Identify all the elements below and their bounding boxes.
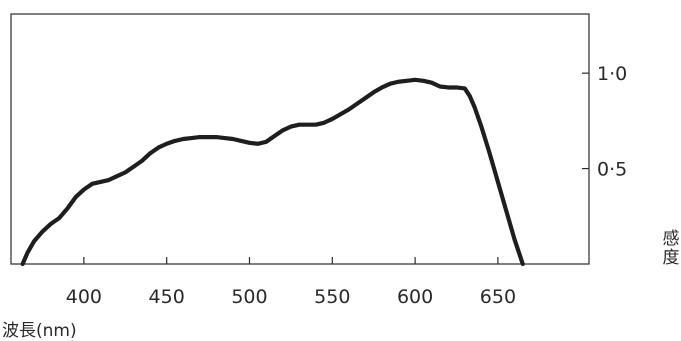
y-axis-label-char: 感 [663, 229, 680, 249]
x-tick-label: 600 [397, 286, 433, 308]
x-tick-label: 650 [480, 286, 516, 308]
x-tick-label: 500 [231, 286, 267, 308]
y-axis-ticks: 0·5 1·0 [582, 63, 627, 181]
x-tick-label: 450 [149, 286, 185, 308]
y-tick-label: 0·5 [597, 159, 627, 181]
sensitivity-curve [20, 77, 525, 267]
y-tick-label: 1·0 [597, 63, 627, 85]
y-axis-label-char: 度 [663, 248, 680, 268]
plot-area-border [10, 13, 590, 265]
x-tick-label: 550 [314, 286, 350, 308]
x-axis-label: 波長(nm) [2, 321, 77, 341]
x-tick-label: 400 [66, 286, 102, 308]
x-axis-ticks: 400 450 500 550 600 650 [66, 257, 516, 308]
